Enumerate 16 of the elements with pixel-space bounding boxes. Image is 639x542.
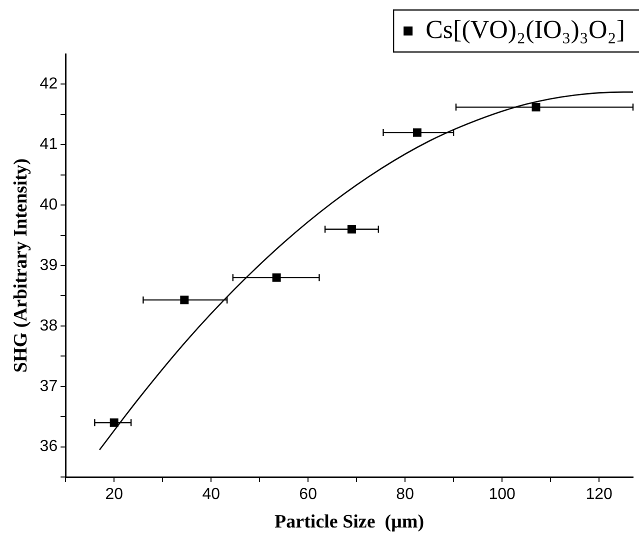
x-tick-label: 100 (488, 486, 516, 504)
y-tick-label: 40 (40, 196, 58, 214)
y-tick-label: 36 (40, 438, 58, 456)
y-tick-label: 39 (40, 256, 58, 274)
y-axis-title: SHG (Arbitrary Intensity) (10, 158, 32, 373)
y-tick-label: 38 (40, 317, 58, 334)
y-tick-label: 37 (40, 378, 58, 395)
legend-label: Cs[(VO)₂(IO₃)₃O₂] (426, 14, 626, 44)
y-tick-label: 41 (40, 136, 58, 154)
x-tick-label: 20 (105, 486, 124, 504)
x-tick-label: 60 (299, 486, 318, 504)
x-tick-label: 40 (202, 486, 220, 504)
x-axis-title: Particle Size (μm) (274, 512, 424, 533)
x-tick-label: 120 (586, 486, 612, 504)
x-tick-label: 80 (396, 486, 414, 504)
y-tick-label: 42 (40, 76, 58, 93)
